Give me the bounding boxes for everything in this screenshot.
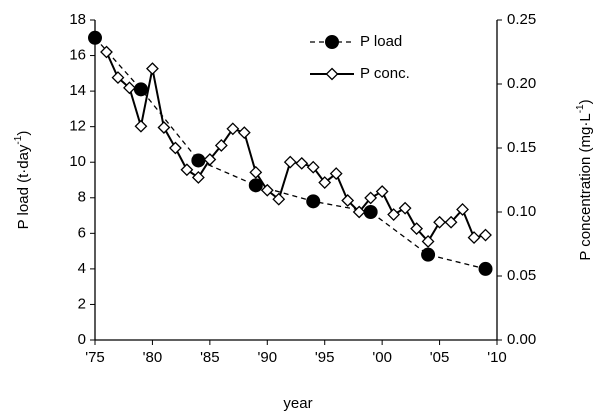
data-point [134, 119, 148, 133]
series-line [94, 37, 486, 270]
data-point [191, 153, 206, 168]
y2-tick-label: 0.20 [507, 75, 536, 92]
data-point [363, 205, 378, 219]
y2-axis-title: P concentration (mg·L-1) [575, 99, 594, 260]
data-point [146, 62, 159, 76]
y-title-text: P load (t·day [15, 144, 32, 229]
y-tick-label: 14 [69, 82, 86, 99]
y-tick-label: 12 [69, 118, 86, 135]
y2-tick-label: 0.00 [507, 331, 536, 348]
data-point [306, 160, 320, 174]
data-point [214, 139, 228, 152]
y2-title-sup: -1 [575, 104, 586, 113]
y2-title-end: ) [577, 99, 594, 104]
data-point [410, 222, 424, 236]
y-tick-label: 10 [69, 153, 86, 170]
x-tick-label: '90 [258, 349, 278, 366]
data-point [433, 215, 446, 229]
data-point [295, 156, 309, 170]
x-tick-label: '80 [143, 349, 163, 366]
data-point [203, 153, 217, 166]
y2-title-text: P concentration (mg·L [577, 113, 594, 260]
data-point [237, 126, 251, 140]
y-tick-label: 0 [78, 331, 86, 348]
y2-tick-label: 0.10 [507, 203, 536, 220]
data-point [123, 81, 136, 95]
data-point [191, 171, 205, 184]
data-point [329, 167, 343, 181]
y-tick-label: 6 [78, 224, 86, 241]
data-point [364, 191, 378, 205]
y-tick-label: 2 [78, 295, 86, 312]
data-point [467, 231, 481, 245]
y2-tick-label: 0.15 [507, 139, 536, 156]
data-point [387, 208, 401, 221]
y-tick-label: 18 [69, 11, 86, 28]
data-point [283, 155, 297, 169]
data-point [88, 30, 102, 45]
y-tick-label: 8 [78, 189, 86, 206]
data-point [318, 176, 332, 189]
x-tick-label: '95 [315, 349, 335, 366]
data-point [421, 235, 435, 248]
x-axis-title: year [283, 395, 312, 412]
data-point [352, 205, 366, 219]
y-title-sup: -1 [13, 135, 24, 144]
data-point [479, 228, 492, 242]
data-point [272, 192, 286, 206]
y2-tick-label: 0.25 [507, 11, 536, 28]
x-tick-label: '00 [372, 349, 392, 366]
data-point [168, 141, 182, 155]
data-point [180, 163, 194, 177]
y-tick-label: 16 [69, 47, 86, 64]
x-tick-label: '85 [200, 349, 220, 366]
legend-marker [325, 67, 339, 81]
data-point [133, 82, 148, 97]
legend-marker [325, 35, 339, 49]
data-point [398, 201, 412, 215]
y-tick-label: 4 [78, 260, 86, 277]
legend-label: P conc. [360, 65, 410, 82]
data-point [260, 183, 274, 197]
x-tick-label: '75 [85, 349, 105, 366]
data-point [100, 45, 113, 59]
x-tick-label: '10 [487, 349, 507, 366]
x-tick-label: '05 [430, 349, 450, 366]
y2-tick-label: 0.05 [507, 267, 536, 284]
data-point [456, 203, 469, 216]
data-point [375, 185, 389, 198]
data-point [157, 121, 171, 134]
y-axis-title: P load (t·day-1) [13, 131, 32, 230]
data-point [111, 71, 125, 85]
data-point [421, 247, 436, 262]
series-line [105, 51, 486, 244]
data-point [478, 261, 493, 276]
data-point [341, 194, 355, 207]
data-point [444, 215, 458, 229]
data-point [248, 178, 263, 193]
y-title-end: ) [15, 131, 32, 136]
data-point [249, 165, 263, 179]
legend-label: P load [360, 33, 402, 50]
data-point [306, 194, 321, 209]
data-point [226, 122, 240, 136]
